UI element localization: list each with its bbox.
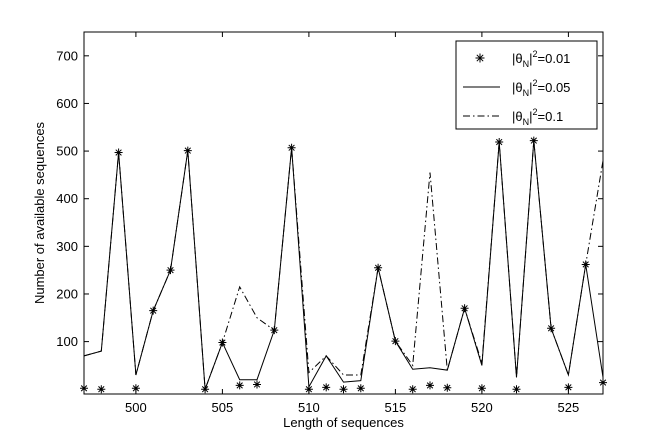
data-point-star	[304, 385, 313, 394]
y-tick-label: 100	[56, 334, 78, 349]
data-point-star	[322, 383, 331, 392]
y-tick-label: 500	[56, 144, 78, 159]
data-point-star	[356, 384, 365, 393]
data-point-star	[408, 385, 417, 394]
data-point-star	[443, 383, 452, 392]
y-axis-label: Number of available sequences	[32, 121, 47, 304]
legend-marker-star	[475, 53, 485, 63]
data-point-star	[477, 384, 486, 393]
x-tick-label: 500	[125, 400, 147, 415]
x-tick-label: 515	[385, 400, 407, 415]
data-point-star	[426, 381, 434, 390]
legend-entry-3: |θN|2=0.1	[463, 107, 563, 127]
y-tick-label: 400	[56, 191, 78, 206]
data-point-star	[564, 383, 573, 392]
x-tick-label: 505	[212, 400, 234, 415]
y-tick-label: 200	[56, 286, 78, 301]
data-point-star	[339, 385, 348, 394]
x-axis-label: Length of sequences	[283, 415, 404, 430]
tick-marks	[84, 32, 603, 394]
series-layer	[80, 136, 607, 394]
legend: |θN|2=0.01 |θN|2=0.05 |θN|2=0.1	[455, 40, 598, 130]
x-tick-label: 510	[298, 400, 320, 415]
legend-entry-2: |θN|2=0.05	[463, 78, 570, 98]
y-tick-label: 300	[56, 239, 78, 254]
data-point-star	[80, 384, 88, 393]
legend-box	[455, 40, 598, 130]
x-tick-label: 525	[558, 400, 580, 415]
series-line	[83, 140, 604, 390]
legend-label: |θN|2=0.1	[512, 107, 563, 127]
data-point-star	[97, 385, 106, 394]
x-tick-label: 520	[471, 400, 493, 415]
data-point-star	[512, 385, 521, 394]
legend-entry-1: |θN|2=0.01	[475, 49, 570, 69]
legend-label: |θN|2=0.05	[512, 78, 570, 98]
data-point-star	[235, 381, 244, 390]
data-point-star	[253, 380, 261, 389]
tick-labels: 500 505 510 515 520 525 100 200 300 400 500 600 700	[56, 48, 579, 415]
y-tick-label: 600	[56, 96, 78, 111]
data-point-star	[599, 378, 607, 387]
y-tick-label: 700	[56, 48, 78, 63]
data-point-star	[131, 384, 140, 393]
legend-label: |θN|2=0.01	[512, 49, 570, 69]
series-3	[83, 140, 604, 390]
